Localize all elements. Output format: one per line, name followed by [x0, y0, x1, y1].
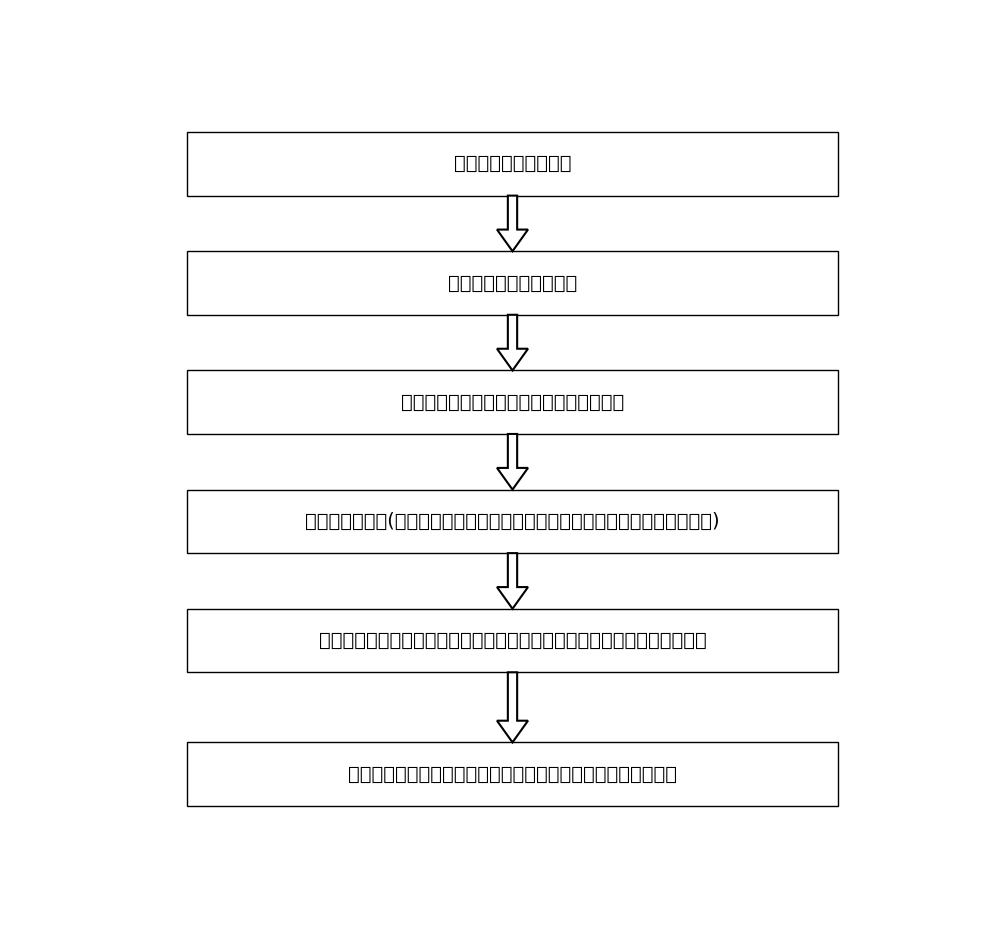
Bar — [187, 251, 838, 315]
Text: 被测物上安装角反射器: 被测物上安装角反射器 — [454, 155, 571, 174]
Text: 使用干涉相位技术测量回波信号相位变化量，并转换为微位移量: 使用干涉相位技术测量回波信号相位变化量，并转换为微位移量 — [348, 764, 677, 783]
Bar — [187, 490, 838, 553]
Polygon shape — [497, 673, 528, 742]
Text: 计算每个角反射器相对于天线阵的方位角度: 计算每个角反射器相对于天线阵的方位角度 — [401, 393, 624, 412]
Polygon shape — [497, 196, 528, 251]
Text: 远离被测物处布置天线阵: 远离被测物处布置天线阵 — [448, 274, 577, 293]
Text: 计算最优权向量(待分离的反射信号接收功率最强，其他反射信号方向形成零陷): 计算最优权向量(待分离的反射信号接收功率最强，其他反射信号方向形成零陷) — [305, 512, 720, 531]
Polygon shape — [497, 434, 528, 490]
Polygon shape — [497, 315, 528, 371]
Bar — [187, 371, 838, 434]
Bar — [187, 132, 838, 196]
Polygon shape — [497, 553, 528, 609]
Bar — [187, 609, 838, 673]
Bar — [187, 742, 838, 806]
Text: 辐射射频信号照射角反射器，使用最优权向量分离出各角反射器的回波信号: 辐射射频信号照射角反射器，使用最优权向量分离出各角反射器的回波信号 — [319, 631, 706, 650]
